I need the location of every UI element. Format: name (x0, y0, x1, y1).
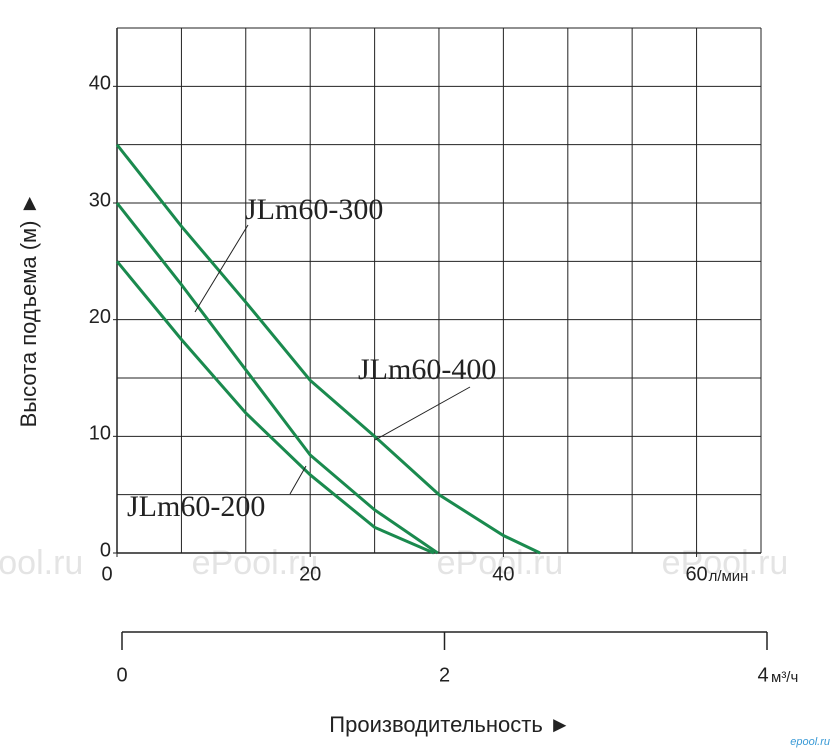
x-tick-label: 0 (101, 563, 112, 585)
leader-line (374, 386, 471, 441)
curve-label: JLm60-400 (358, 353, 496, 386)
y-tick-label: 20 (89, 306, 111, 328)
y-tick-label: 30 (89, 189, 111, 211)
leader-line (194, 224, 249, 313)
watermark: ePool.ru (0, 544, 83, 582)
x2-tick-label: 4 (757, 664, 768, 686)
y-tick-label: 40 (89, 73, 111, 95)
watermark: ePool.ru (437, 544, 564, 582)
corner-mark: epool.ru (790, 736, 830, 748)
x-axis-label: Производительность ► (329, 712, 570, 737)
x-tick-label: 60 (685, 563, 707, 585)
x-tick-label: 20 (299, 563, 321, 585)
watermark: ePool.ru (192, 544, 319, 582)
y-tick-label: 10 (89, 423, 111, 445)
leader-line (289, 465, 307, 495)
curve (115, 202, 439, 555)
curve-label: JLm60-300 (245, 193, 383, 226)
y-tick-label: 0 (100, 539, 111, 561)
curve-label: JLm60-200 (127, 490, 265, 523)
x2-tick-label: 0 (116, 664, 127, 686)
curve (115, 260, 435, 555)
x2-tick-label: 2 (439, 664, 450, 686)
x-unit: л/мин (709, 568, 749, 585)
watermark: ePool.ru (662, 544, 789, 582)
x2-unit: м³/ч (771, 669, 798, 686)
y-axis-label: Высота подъема (м) ► (16, 193, 41, 428)
curve (115, 143, 541, 555)
x-tick-label: 40 (492, 563, 514, 585)
